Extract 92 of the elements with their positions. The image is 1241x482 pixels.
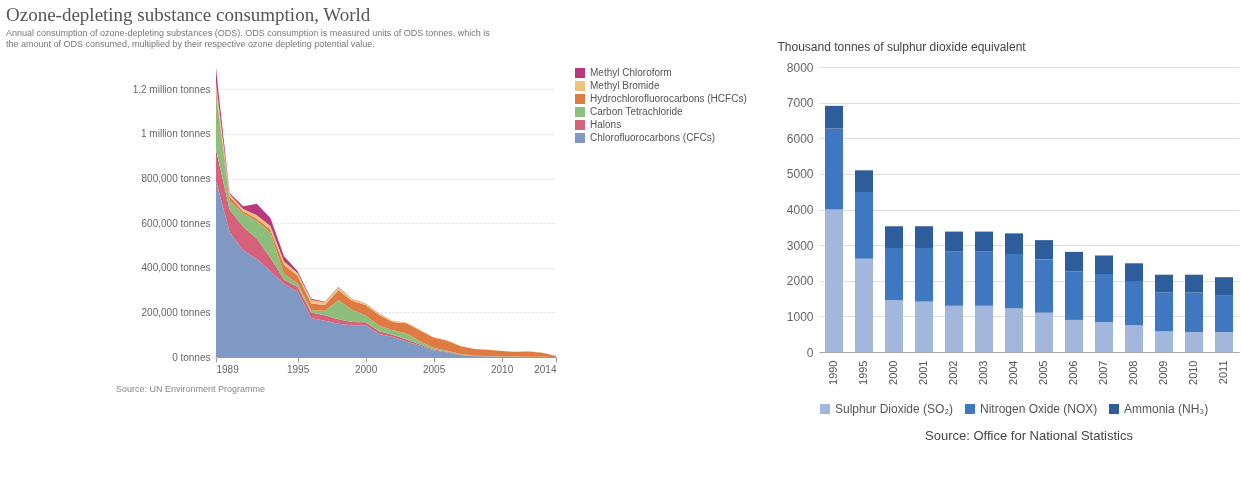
x-tick-label: 2010 bbox=[490, 363, 514, 375]
x-tick-label: 2005 bbox=[422, 363, 446, 375]
source-note: Source: UN Environment Programme bbox=[116, 384, 266, 394]
bar bbox=[975, 231, 993, 252]
bar bbox=[1095, 273, 1113, 323]
y-tick-label: 1000 bbox=[786, 309, 814, 324]
y-axis-title: Thousand tonnes of sulphur dioxide equivalent bbox=[777, 39, 1027, 54]
bar bbox=[885, 226, 903, 248]
bar bbox=[825, 105, 843, 129]
legend-label: Methyl Bromide bbox=[590, 80, 660, 91]
bar bbox=[1215, 277, 1233, 296]
bar bbox=[1125, 281, 1143, 326]
y-tick-label: 6000 bbox=[786, 131, 814, 146]
chart-title: Ozone-depleting substance consumption, World bbox=[6, 4, 371, 25]
x-tick-label: 2002 bbox=[947, 360, 959, 385]
bar bbox=[1005, 254, 1023, 309]
chart-subtitle: Annual consumption of ozone-depleting substances (ODS). ODS consumption is measured units of ODS tonnes, which is the amount of ODS consumed, multiplied by their respective ozone depleting potential value. bbox=[6, 28, 491, 49]
bar bbox=[975, 305, 993, 352]
x-tick-label: 1989 bbox=[216, 363, 240, 375]
bar bbox=[945, 251, 963, 306]
bar bbox=[1065, 251, 1083, 272]
y-tick-label: 3000 bbox=[786, 238, 814, 253]
bar bbox=[1065, 319, 1083, 352]
bar bbox=[885, 300, 903, 352]
legend-label: Sulphur Dioxide (SO₂) bbox=[835, 402, 954, 416]
bar bbox=[1005, 308, 1023, 352]
bar bbox=[1185, 332, 1203, 352]
y-tick-label: 0 tonnes bbox=[172, 351, 211, 363]
legend-label: Carbon Tetrachloride bbox=[590, 106, 684, 117]
bar bbox=[945, 231, 963, 252]
legend-label: Halons bbox=[590, 119, 622, 130]
legend-label: Chlorofluorocarbons (CFCs) bbox=[590, 132, 716, 143]
bar bbox=[1035, 240, 1053, 260]
y-tick-label: 0 bbox=[806, 345, 814, 360]
legend-label: Nitrogen Oxide (NOX) bbox=[980, 402, 1098, 416]
bar bbox=[1215, 295, 1233, 333]
x-tick-label: 2011 bbox=[1217, 360, 1229, 385]
legend-label: Hydrochlorofluorocarbons (HCFCs) bbox=[590, 93, 747, 104]
bar bbox=[1125, 325, 1143, 352]
bar bbox=[1005, 233, 1023, 255]
y-tick-label: 400,000 tonnes bbox=[141, 262, 211, 274]
y-tick-label: 4000 bbox=[786, 203, 814, 217]
x-tick-label: 1990 bbox=[827, 360, 839, 385]
bar bbox=[975, 251, 993, 306]
y-tick-label: 2000 bbox=[786, 274, 814, 289]
x-tick-label: 1995 bbox=[286, 363, 310, 375]
bar bbox=[1095, 255, 1113, 274]
bar bbox=[1155, 331, 1173, 352]
bar bbox=[1125, 263, 1143, 282]
bar bbox=[915, 301, 933, 352]
bar bbox=[855, 192, 873, 259]
bar bbox=[1215, 332, 1233, 352]
bar bbox=[825, 128, 843, 210]
legend-label: Methyl Chloroform bbox=[590, 67, 672, 78]
y-tick-label: 5000 bbox=[786, 167, 814, 182]
bar bbox=[825, 209, 843, 352]
bar bbox=[1185, 274, 1203, 293]
y-tick-label: 1 million tonnes bbox=[141, 128, 211, 140]
y-tick-label: 8000 bbox=[786, 60, 814, 75]
bar bbox=[1185, 292, 1203, 333]
bar bbox=[945, 305, 963, 352]
bar bbox=[1035, 312, 1053, 352]
bar bbox=[1065, 271, 1083, 320]
x-tick-label: 1995 bbox=[857, 360, 869, 385]
bar bbox=[1155, 292, 1173, 332]
x-tick-label: 2001 bbox=[917, 360, 929, 385]
bar bbox=[885, 247, 903, 301]
bar bbox=[915, 247, 933, 302]
y-tick-label: 200,000 tonnes bbox=[141, 306, 211, 318]
x-tick-label: 2004 bbox=[1007, 360, 1019, 385]
x-tick-label: 2010 bbox=[1187, 360, 1199, 385]
x-tick-label: 2000 bbox=[354, 363, 378, 375]
x-tick-label: 2008 bbox=[1127, 360, 1139, 385]
bar bbox=[1095, 322, 1113, 352]
bar bbox=[1155, 274, 1173, 293]
bar bbox=[855, 258, 873, 352]
x-tick-label: 2014 bbox=[534, 363, 557, 375]
bar bbox=[855, 170, 873, 193]
x-tick-label: 2003 bbox=[977, 360, 989, 385]
x-tick-label: 2006 bbox=[1067, 360, 1079, 385]
bar bbox=[1035, 259, 1053, 313]
bar bbox=[915, 226, 933, 248]
y-tick-label: 800,000 tonnes bbox=[141, 173, 211, 185]
x-tick-label: 2005 bbox=[1037, 360, 1049, 385]
y-tick-label: 7000 bbox=[786, 96, 814, 111]
x-tick-label: 2009 bbox=[1157, 360, 1169, 385]
x-tick-label: 2007 bbox=[1097, 360, 1109, 385]
legend-label: Ammonia (NH₃) bbox=[1124, 402, 1209, 416]
y-tick-label: 600,000 tonnes bbox=[141, 217, 211, 229]
source-note: Source: Office for National Statistics bbox=[925, 428, 1134, 443]
x-tick-label: 2000 bbox=[887, 360, 899, 385]
y-tick-label: 1.2 million tonnes bbox=[132, 83, 211, 95]
